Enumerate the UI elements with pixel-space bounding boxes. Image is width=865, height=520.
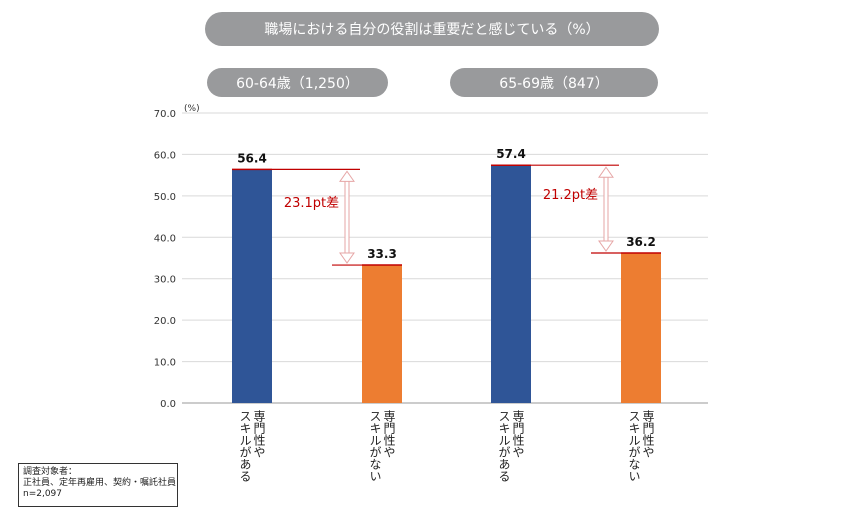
category-label: スキルがない [368, 410, 382, 482]
group-label-65-69: 65-69歳（847） [450, 68, 658, 97]
y-tick-label: 50.0 [154, 192, 176, 203]
y-tick-label: 60.0 [154, 150, 176, 161]
group-label-60-64: 60-64歳（1,250） [207, 68, 388, 97]
arrow-head-down [598, 240, 614, 252]
data-label: 57.4 [496, 147, 526, 161]
bar [491, 165, 531, 403]
y-axis-unit: (%) [184, 104, 200, 114]
arrow-head-up [598, 166, 614, 178]
chart-title: 職場における自分の役割は重要だと感じている（%） [205, 12, 659, 46]
y-tick-label: 30.0 [154, 275, 176, 286]
category-label: 専門性や [382, 410, 396, 458]
bar [362, 265, 402, 403]
data-label: 56.4 [237, 151, 267, 165]
data-label: 36.2 [626, 235, 656, 249]
survey-note: 調査対象者： 正社員、定年再雇用、契約・嘱託社員 n=2,097 [18, 463, 178, 507]
category-label: スキルがある [497, 410, 511, 482]
difference-label: 21.2pt差 [543, 188, 598, 203]
y-tick-label: 10.0 [154, 358, 176, 369]
arrow-head-down [339, 252, 355, 264]
y-tick-label: 0.0 [160, 399, 176, 410]
y-tick-label: 70.0 [154, 109, 176, 120]
y-tick-label: 20.0 [154, 316, 176, 327]
difference-label: 23.1pt差 [284, 196, 339, 211]
bar [621, 253, 661, 403]
y-tick-label: 40.0 [154, 233, 176, 244]
category-label: 専門性や [252, 410, 266, 458]
category-label: スキルがある [238, 410, 252, 482]
note-line-3: n=2,097 [23, 489, 63, 499]
arrow-head-up [339, 170, 355, 182]
category-label: 専門性や [511, 410, 525, 458]
category-label: スキルがない [627, 410, 641, 482]
category-label: 専門性や [641, 410, 655, 458]
bar [232, 169, 272, 403]
note-line-2: 正社員、定年再雇用、契約・嘱託社員 [23, 478, 177, 488]
data-label: 33.3 [367, 247, 397, 261]
note-line-1: 調査対象者： [23, 467, 78, 477]
